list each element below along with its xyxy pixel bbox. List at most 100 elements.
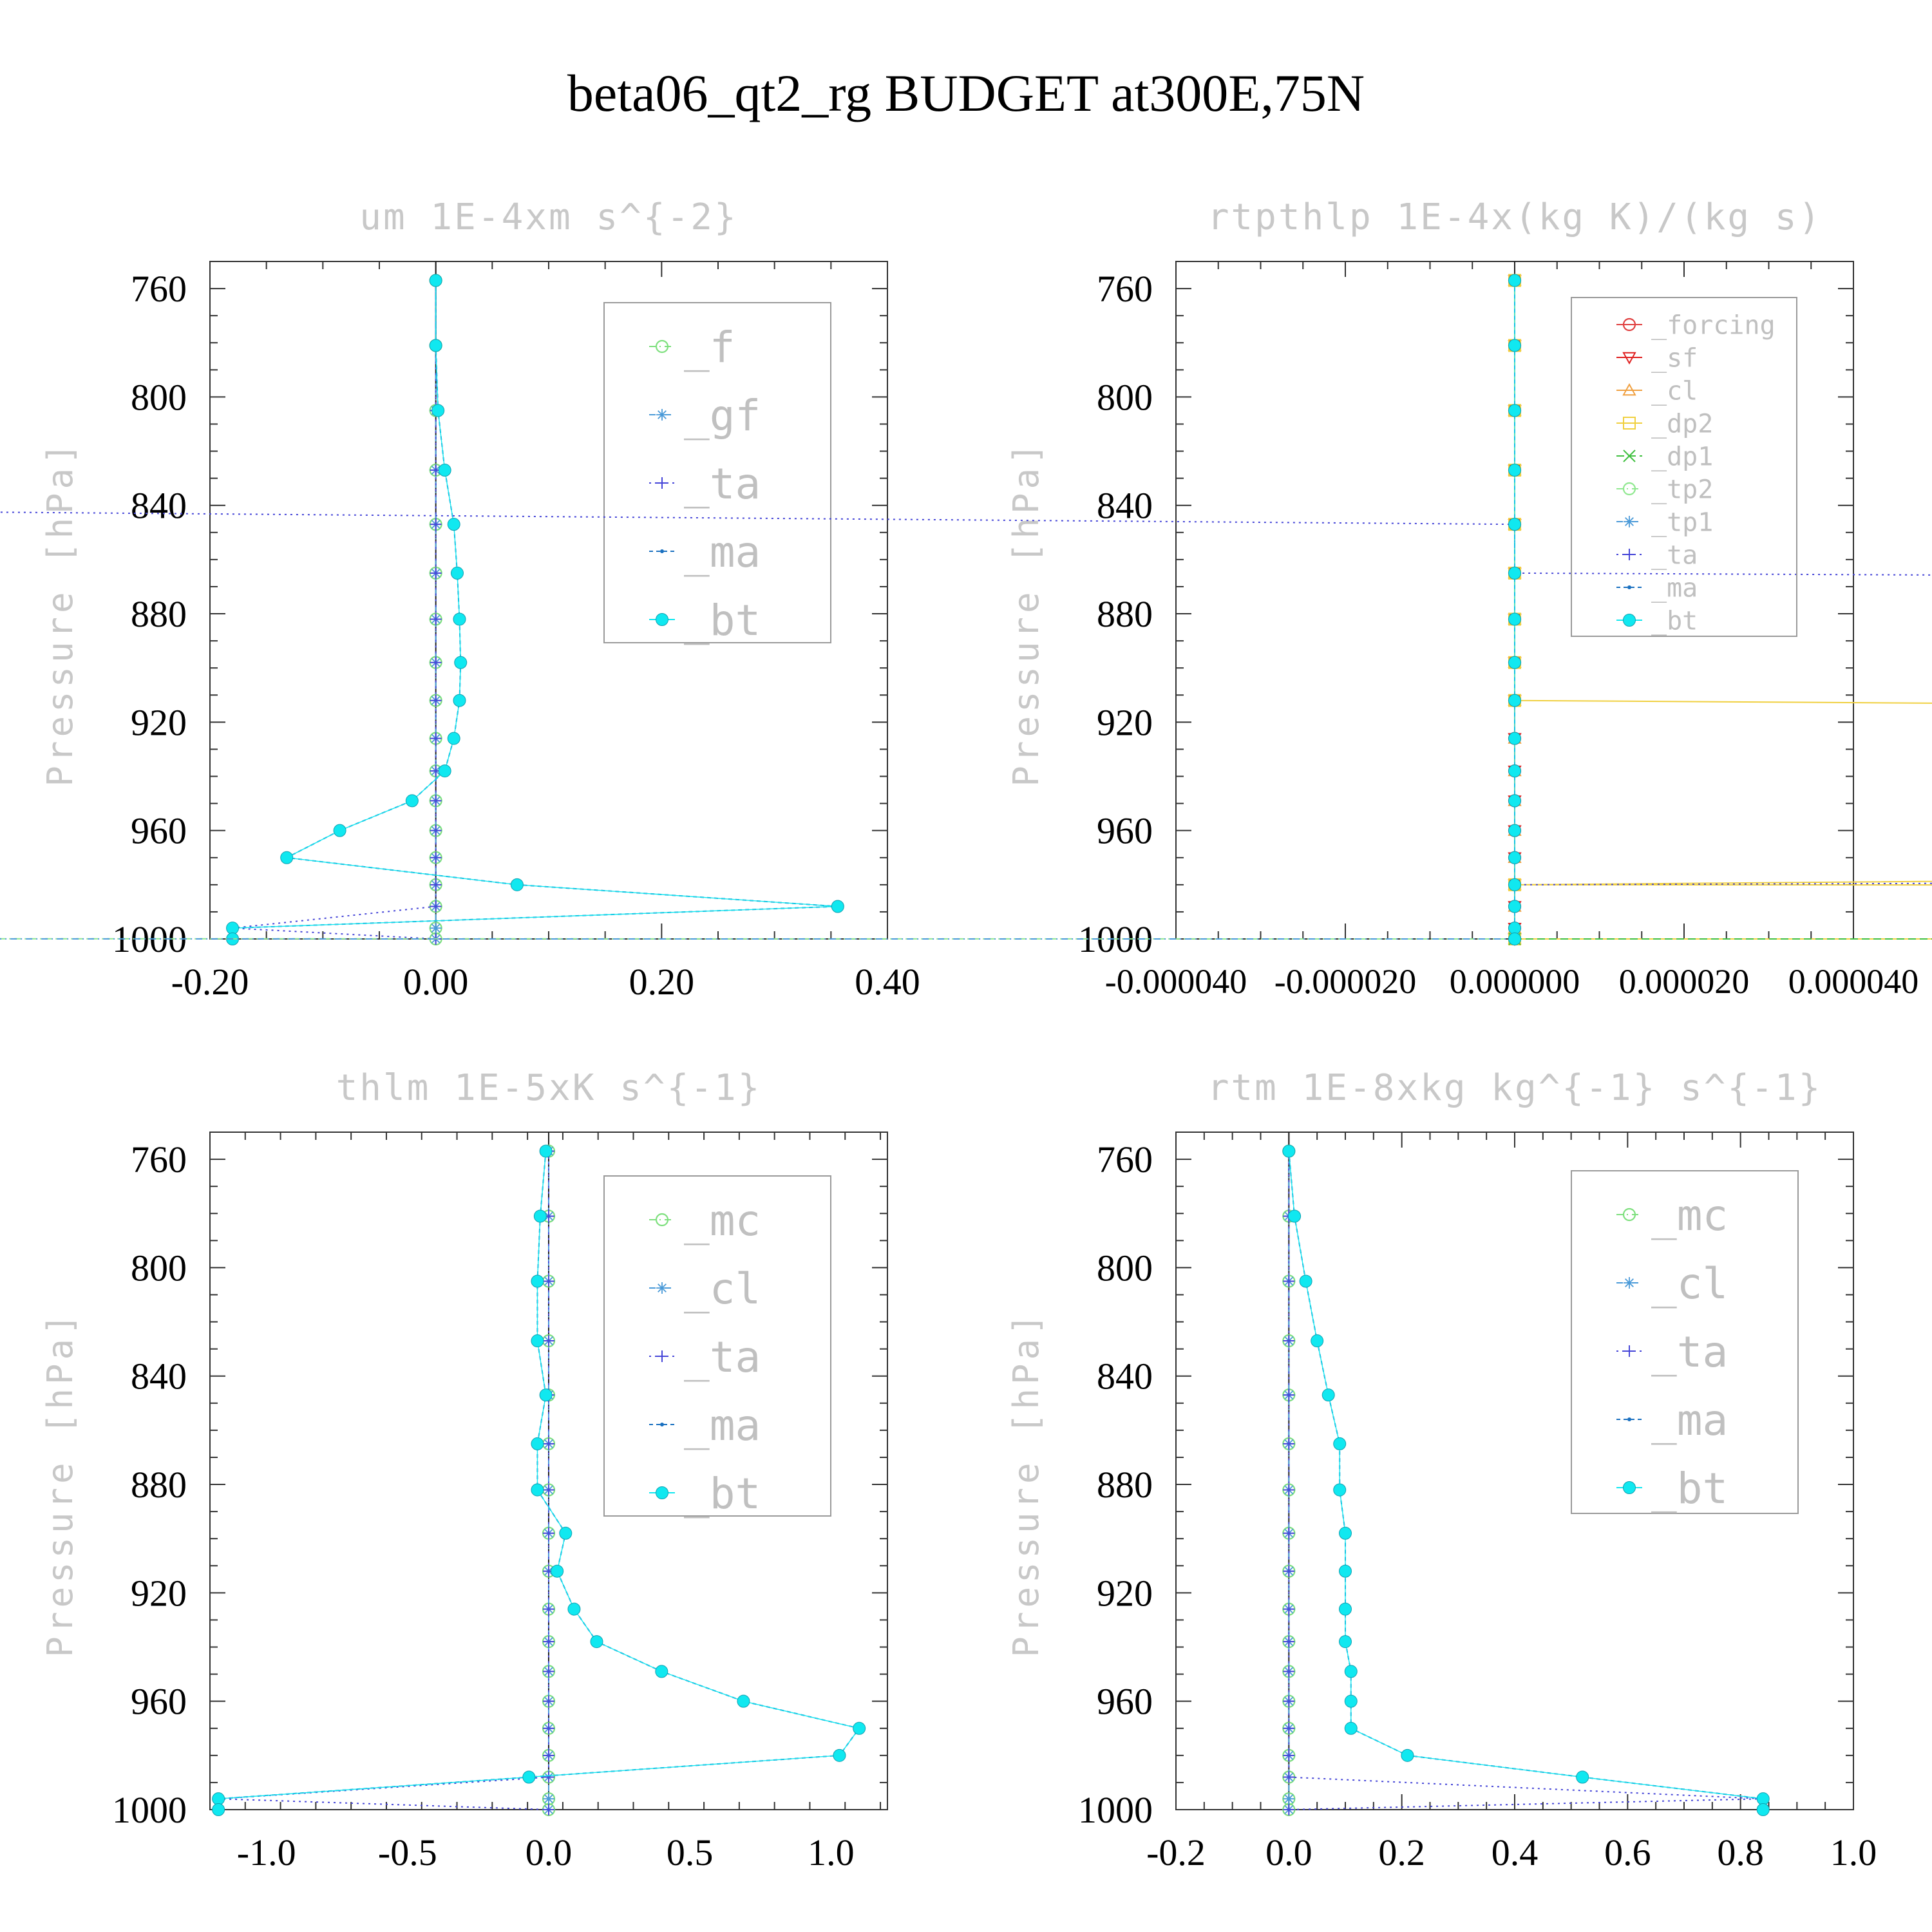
y-axis-label: Pressure [hPa] <box>40 439 80 786</box>
data-point <box>543 1275 554 1287</box>
data-point <box>1508 933 1521 945</box>
legend-box <box>1571 297 1797 637</box>
data-point <box>453 612 466 626</box>
data-point <box>438 464 451 477</box>
chart-panel-1: um 1E-4xm s^{-2} Pressure [hPa] 760 800 840 8… <box>40 196 920 1003</box>
series-line <box>1514 280 1932 940</box>
legend-entry: _bt <box>1616 1464 1728 1513</box>
legend-label: _sf <box>1651 343 1698 373</box>
data-point <box>1508 464 1521 477</box>
x-tick-label: 0.0 <box>526 1832 573 1873</box>
data-point <box>1339 1602 1352 1616</box>
legend-entry: _bt <box>649 596 761 645</box>
legend-entry: _ma <box>649 1401 761 1450</box>
chart-panel-3: thlm 1E-5xK s^{-1} Pressure [hPa] 760 800 84… <box>40 1067 888 1873</box>
legend-label: _dp2 <box>1651 409 1713 439</box>
data-point <box>405 794 419 808</box>
x-tick-label: 0.6 <box>1604 1832 1651 1873</box>
data-point <box>543 1665 554 1678</box>
data-point <box>1508 922 1521 935</box>
data-point <box>1321 1388 1335 1402</box>
legend-entry: _mc <box>649 1196 761 1245</box>
legend-marker <box>656 409 668 421</box>
legend-marker <box>656 1486 668 1499</box>
series-line <box>0 511 1932 939</box>
x-tick-label: -0.000040 <box>1105 962 1247 1001</box>
legend-label: _cl <box>1651 376 1698 406</box>
data-point <box>1283 1804 1295 1815</box>
data-point <box>1508 339 1521 352</box>
x-tick-label: 0.40 <box>855 961 920 1003</box>
data-point <box>430 922 442 934</box>
y-tick-label: 800 <box>1097 376 1153 418</box>
x-tick-label: -1.0 <box>237 1832 296 1873</box>
data-point <box>543 1603 554 1615</box>
data-point <box>1311 1334 1324 1348</box>
y-tick-label: 920 <box>131 1572 187 1614</box>
data-point <box>430 567 442 579</box>
y-tick-label: 760 <box>131 1139 187 1180</box>
data-point <box>1508 656 1521 669</box>
legend-marker <box>656 1282 668 1294</box>
data-point <box>430 851 442 864</box>
data-point <box>1283 1527 1295 1539</box>
legend-label: _ta <box>684 459 761 509</box>
legend-entry: _sf <box>1616 343 1698 373</box>
data-point <box>539 1388 553 1402</box>
data-point <box>1508 824 1521 837</box>
legend-marker <box>1622 383 1636 396</box>
data-point <box>450 566 464 580</box>
y-tick-label: 880 <box>131 1464 187 1506</box>
data-point <box>1339 1564 1352 1578</box>
y-tick-label: 800 <box>1097 1247 1153 1289</box>
legend-marker <box>660 549 664 553</box>
data-point <box>1508 900 1521 913</box>
legend: _mc _cl _ta _ma _bt <box>1571 1170 1799 1514</box>
data-point <box>430 900 442 913</box>
legend-entry: _forcing <box>1616 310 1776 340</box>
data-point <box>430 613 442 625</box>
legend-entry: _tp2 <box>1616 475 1713 504</box>
x-tick-label: 0.2 <box>1378 1832 1425 1873</box>
data-point <box>543 1437 554 1450</box>
panel-title: thlm 1E-5xK s^{-1} <box>336 1067 762 1109</box>
legend-entry: _ma <box>1616 1396 1728 1445</box>
y-tick-label: 960 <box>1097 810 1153 852</box>
y-tick-label: 920 <box>1097 1572 1153 1614</box>
data-point <box>453 694 466 707</box>
legend-marker <box>1622 482 1636 496</box>
data-point <box>1344 1721 1358 1735</box>
legend-label: _bt <box>684 596 761 645</box>
data-point <box>1282 1144 1296 1158</box>
y-tick-label: 760 <box>1097 268 1153 310</box>
data-point <box>212 1803 225 1816</box>
data-point <box>430 732 442 744</box>
legend-marker <box>1624 1345 1635 1357</box>
series-ta <box>227 274 442 945</box>
data-point <box>430 795 442 807</box>
plot-frame <box>209 261 888 940</box>
legend-label: _cl <box>1651 1259 1728 1309</box>
legend-marker <box>1622 317 1636 332</box>
data-point <box>833 1748 846 1762</box>
legend-entry: _bt <box>1616 606 1698 636</box>
data-point <box>1283 1665 1295 1678</box>
data-point <box>510 878 524 891</box>
y-axis-label: Pressure [hPa] <box>1006 439 1046 786</box>
data-point <box>1283 1389 1295 1401</box>
series-line <box>232 280 838 939</box>
series-line <box>218 1151 860 1810</box>
panel-title: rtpthlp 1E-4x(kg K)/(kg s) <box>1208 196 1823 238</box>
data-point <box>543 1722 554 1734</box>
x-tick-label: 0.5 <box>667 1832 714 1873</box>
y-tick-label: 840 <box>131 485 187 527</box>
legend: _f _gf _ta _ma _bt <box>603 302 831 645</box>
data-point <box>737 1694 750 1708</box>
legend-marker <box>1622 352 1636 365</box>
y-tick-label: 960 <box>131 810 187 852</box>
legend-box <box>603 302 831 643</box>
series-bt <box>1282 1144 1770 1816</box>
data-point <box>1333 1483 1347 1497</box>
legend-marker <box>1622 1208 1636 1222</box>
legend-label: _bt <box>1651 1464 1728 1513</box>
